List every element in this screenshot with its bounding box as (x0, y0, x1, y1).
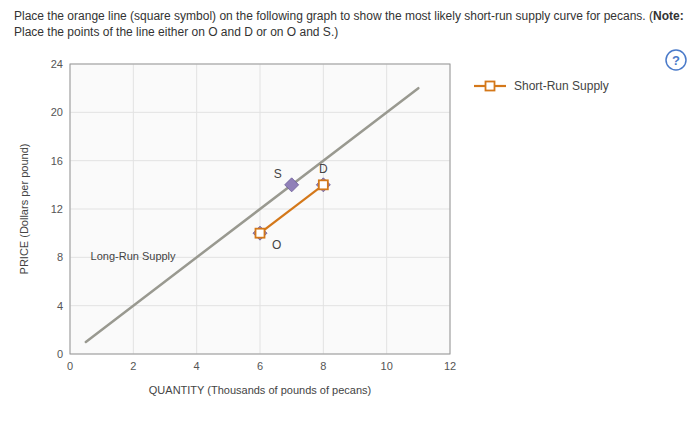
point-label: D (319, 162, 328, 176)
point-label: S (274, 167, 282, 181)
x-tick-label: 12 (444, 360, 456, 372)
grid-line (70, 112, 450, 113)
x-tick-label: 0 (67, 360, 73, 372)
line-label: Long-Run Supply (91, 250, 177, 262)
series-marker (319, 180, 328, 189)
legend-marker (486, 82, 495, 91)
long-run-supply-line (86, 88, 419, 342)
y-tick-label: 0 (57, 348, 63, 360)
point (316, 178, 330, 192)
short-run-supply-line (260, 185, 323, 233)
x-tick-label: 2 (130, 360, 136, 372)
x-tick-label: 8 (320, 360, 326, 372)
y-tick-label: 16 (51, 155, 63, 167)
plot-area (70, 64, 450, 354)
plot-marks (86, 88, 419, 342)
point (285, 178, 299, 192)
legend-label: Short-Run Supply (514, 79, 609, 93)
legend: Short-Run Supply (474, 79, 609, 93)
instruction-text: Place the orange line (square symbol) on… (14, 9, 653, 23)
instruction-text: line either on O and D or on O and S.) (136, 25, 338, 39)
x-tick-label: 4 (194, 360, 200, 372)
grid-line (70, 160, 450, 161)
y-tick-label: 4 (57, 300, 63, 312)
series-marker (256, 229, 265, 238)
chart: 02468101204812162024QUANTITY (Thousands … (0, 44, 700, 414)
plot-frame (70, 64, 450, 354)
help-icon-text[interactable]: ? (672, 53, 680, 68)
point (253, 226, 267, 240)
x-tick-label: 6 (257, 360, 263, 372)
y-tick-label: 20 (51, 106, 63, 118)
instruction-note: Note: (653, 9, 684, 23)
y-tick-label: 24 (51, 58, 63, 70)
instruction-text: Place the points of the (14, 25, 133, 39)
grid-line (70, 305, 450, 306)
y-axis-label: PRICE (Dollars per pound) (18, 144, 30, 275)
x-axis-label: QUANTITY (Thousands of pounds of pecans) (149, 384, 371, 396)
point-label: O (272, 238, 281, 252)
y-tick-label: 8 (57, 251, 63, 263)
help-icon[interactable] (666, 50, 686, 70)
y-tick-label: 12 (51, 203, 63, 215)
instructions: Place the orange line (square symbol) on… (0, 0, 700, 44)
x-tick-label: 10 (381, 360, 393, 372)
plot-labels: Long-Run Supply O S D (91, 162, 328, 262)
